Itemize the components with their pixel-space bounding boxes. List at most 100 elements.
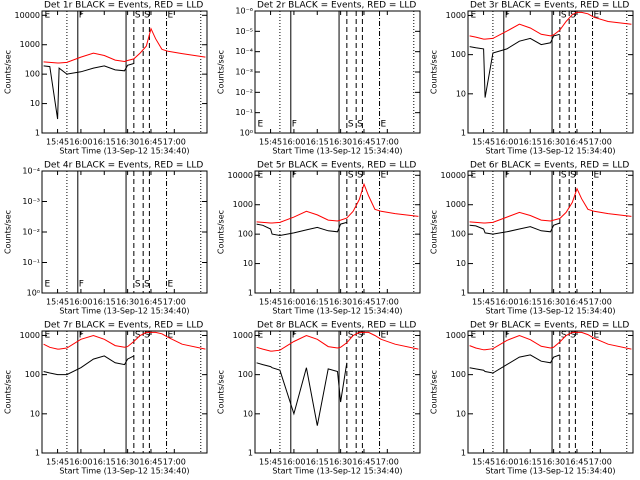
y-tick-label: 1000 bbox=[446, 11, 466, 20]
x-tick-label: 16:30 bbox=[542, 458, 565, 467]
plot-frame bbox=[254, 10, 421, 134]
y-tick-label: 1000 bbox=[20, 331, 40, 340]
x-tick-label: 16:15 bbox=[519, 298, 542, 307]
panel: Det 8r BLACK = Events, RED = LLD Counts/s… bbox=[217, 321, 421, 476]
event-label: F bbox=[292, 171, 297, 181]
y-axis-label: Counts/sec bbox=[430, 370, 439, 414]
panel: Det 6r BLACK = Events, RED = LLD Counts/s… bbox=[430, 161, 634, 316]
event-label: S bbox=[144, 331, 150, 341]
x-tick-label: 15:45 bbox=[46, 298, 69, 307]
event-label: F bbox=[505, 11, 510, 21]
y-axis-label: Counts/sec bbox=[4, 50, 13, 94]
y-tick-label: 10 bbox=[456, 259, 466, 268]
y-tick-label: 100 bbox=[25, 70, 40, 79]
x-tick-label: 16:30 bbox=[329, 298, 352, 307]
x-tick-label: 17:00 bbox=[376, 138, 399, 147]
x-tick-label: 16:45 bbox=[352, 138, 375, 147]
panel-title: Det 8r BLACK = Events, RED = LLD bbox=[257, 321, 416, 331]
series-line bbox=[43, 331, 206, 350]
plot-frame bbox=[41, 330, 208, 454]
y-tick-label: 1 bbox=[248, 449, 253, 458]
event-label: E bbox=[471, 331, 477, 341]
y-tick-label: 10 bbox=[456, 409, 466, 418]
y-tick-label: 10⁻² bbox=[235, 88, 253, 97]
panel: Det 2r BLACK = Events, RED = LLD Counts/s… bbox=[217, 1, 421, 156]
x-tick-label: 17:00 bbox=[589, 298, 612, 307]
x-tick-label: 16:15 bbox=[93, 458, 116, 467]
y-tick-label: 1000 bbox=[446, 331, 466, 340]
x-tick-label: 17:00 bbox=[163, 458, 186, 467]
event-label: F bbox=[79, 11, 84, 21]
x-tick-label: 16:30 bbox=[329, 458, 352, 467]
x-tick-label: 16:15 bbox=[519, 138, 542, 147]
y-tick-label: 100 bbox=[238, 370, 253, 379]
y-axis-label: Counts/sec bbox=[217, 210, 226, 254]
y-tick-label: 10⁻³ bbox=[235, 68, 253, 77]
plot-frame bbox=[467, 10, 634, 134]
panel-title: Det 5r BLACK = Events, RED = LLD bbox=[257, 161, 416, 171]
y-tick-label: 100 bbox=[451, 230, 466, 239]
panel-title: Det 9r BLACK = Events, RED = LLD bbox=[470, 321, 629, 331]
event-label: E bbox=[45, 280, 51, 290]
event-label: S bbox=[561, 331, 567, 341]
x-axis-label: Start Time (13-Sep-12 15:34:40) bbox=[272, 307, 402, 316]
event-label: E bbox=[471, 11, 477, 21]
y-tick-label: 10 bbox=[30, 409, 40, 418]
y-tick-label: 10000 bbox=[441, 171, 466, 180]
panel: Det 7r BLACK = Events, RED = LLD Counts/s… bbox=[4, 321, 208, 476]
x-tick-label: 15:45 bbox=[472, 458, 495, 467]
x-axis-label: Start Time (13-Sep-12 15:34:40) bbox=[59, 467, 189, 476]
event-label: F bbox=[79, 280, 84, 290]
event-label: E bbox=[381, 331, 387, 341]
panel: Det 9r BLACK = Events, RED = LLD Counts/s… bbox=[430, 321, 634, 476]
panel: Det 3r BLACK = Events, RED = LLD Counts/s… bbox=[430, 1, 634, 156]
x-tick-label: 17:00 bbox=[589, 458, 612, 467]
x-tick-label: 16:15 bbox=[306, 138, 329, 147]
y-tick-label: 1 bbox=[248, 289, 253, 298]
x-axis-label: Start Time (13-Sep-12 15:34:40) bbox=[59, 307, 189, 316]
plot-frame bbox=[41, 10, 208, 134]
x-tick-label: 15:45 bbox=[46, 138, 69, 147]
series-line bbox=[469, 187, 632, 224]
y-tick-label: 10⁻⁴ bbox=[22, 167, 40, 176]
x-tick-label: 17:00 bbox=[589, 138, 612, 147]
event-label: E bbox=[471, 171, 477, 181]
panel-title: Det 4r BLACK = Events, RED = LLD bbox=[44, 161, 203, 171]
y-axis-label: Counts/sec bbox=[4, 210, 13, 254]
y-tick-label: 10⁻¹ bbox=[22, 258, 40, 267]
x-tick-label: 15:45 bbox=[259, 458, 282, 467]
x-tick-label: 16:45 bbox=[565, 458, 588, 467]
plot-frame bbox=[467, 170, 634, 294]
y-tick-label: 1 bbox=[461, 449, 466, 458]
y-axis-label: Counts/sec bbox=[430, 210, 439, 254]
y-tick-label: 100 bbox=[238, 230, 253, 239]
x-tick-label: 16:00 bbox=[69, 138, 92, 147]
panel-title: Det 3r BLACK = Events, RED = LLD bbox=[470, 1, 629, 11]
series-line bbox=[256, 221, 347, 237]
y-tick-label: 10⁰ bbox=[240, 129, 253, 138]
event-label: E bbox=[168, 280, 174, 290]
x-tick-label: 16:30 bbox=[329, 138, 352, 147]
panel: Det 5r BLACK = Events, RED = LLD Counts/s… bbox=[217, 161, 421, 316]
event-label: E bbox=[45, 11, 51, 21]
event-label: F bbox=[79, 331, 84, 341]
series-line bbox=[469, 331, 632, 351]
x-tick-label: 16:15 bbox=[519, 458, 542, 467]
y-tick-label: 10 bbox=[243, 259, 253, 268]
x-axis-label: Start Time (13-Sep-12 15:34:40) bbox=[485, 307, 615, 316]
x-tick-label: 16:15 bbox=[306, 298, 329, 307]
y-tick-label: 1000 bbox=[233, 331, 253, 340]
event-label: F bbox=[505, 171, 510, 181]
panel-title: Det 6r BLACK = Events, RED = LLD bbox=[470, 161, 629, 171]
plot-frame bbox=[254, 330, 421, 454]
x-tick-label: 17:00 bbox=[376, 298, 399, 307]
y-tick-label: 10⁰ bbox=[27, 289, 40, 298]
plot-frame bbox=[467, 330, 634, 454]
x-axis-label: Start Time (13-Sep-12 15:34:40) bbox=[272, 147, 402, 156]
event-label: E bbox=[594, 331, 600, 341]
event-label: E bbox=[168, 331, 174, 341]
series-line bbox=[43, 27, 206, 64]
x-tick-label: 15:45 bbox=[472, 138, 495, 147]
series-line bbox=[256, 182, 419, 224]
